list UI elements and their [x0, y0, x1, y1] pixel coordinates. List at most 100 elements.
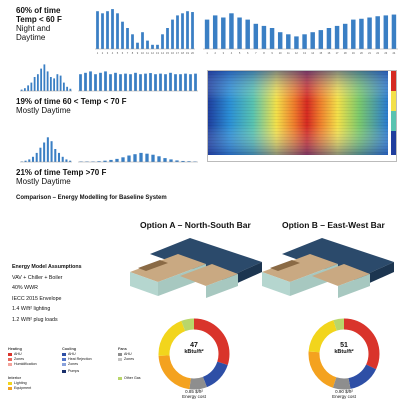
chart-bar — [103, 160, 107, 162]
chart-bar — [139, 152, 143, 162]
assumption-item: 1.4 W/ft² lighting — [12, 306, 51, 312]
option-a-eui-value: 47 — [190, 342, 198, 349]
chart-tick-label: 2 — [214, 51, 216, 55]
chart-bar — [229, 13, 234, 50]
chart-bar — [79, 161, 83, 162]
option-b-cost-label: Energy cost — [332, 394, 356, 399]
mid-note: Mostly Daytime — [16, 106, 71, 115]
chart-bar — [101, 13, 104, 50]
chart-bar — [28, 159, 31, 162]
chart-bar — [133, 154, 137, 162]
chart-tick-label: 18 — [344, 51, 347, 55]
chart-bar — [30, 82, 33, 91]
chart-bar — [53, 78, 56, 91]
chart-bar — [46, 71, 49, 91]
chart-tick-label: 13 — [303, 51, 306, 55]
chart-bar — [145, 153, 149, 162]
chart-bar — [174, 74, 177, 91]
chart-bar — [94, 74, 97, 91]
chart-bar — [193, 161, 197, 162]
chart-bar — [391, 14, 397, 49]
legend-item: Zones — [118, 357, 134, 362]
chart-bar — [359, 18, 364, 49]
chart-bar — [175, 160, 179, 162]
chart-bar — [59, 75, 62, 91]
option-a-eui-unit: kBtu/ft² — [184, 349, 204, 355]
ring-segment — [308, 318, 380, 390]
chart-bar — [54, 149, 57, 162]
option-b-eui: 51 kBtu/ft² — [322, 342, 366, 355]
comparison-title: Comparison – Energy Modelling for Baseli… — [16, 195, 167, 201]
chart-bar — [151, 44, 154, 49]
chart-bar — [189, 74, 192, 91]
chart-bar — [221, 17, 226, 49]
chart-bar — [109, 74, 112, 91]
assumptions-panel: Energy Model Assumptions VAV + Chiller +… — [12, 262, 82, 325]
chart-bar — [114, 72, 117, 91]
chart-bar — [119, 74, 122, 91]
chart-bar — [84, 72, 87, 91]
chart-bar — [79, 74, 82, 91]
chart-bar — [383, 15, 389, 49]
option-a-energy-ring — [158, 318, 230, 390]
chart-bar — [39, 147, 42, 162]
chart-bar — [89, 71, 92, 91]
chart-tick-label: 4 — [231, 51, 233, 55]
chart-bar — [156, 44, 159, 49]
chart-bar — [69, 160, 72, 162]
legend-item: AHU — [62, 352, 92, 357]
chart-tick-label: 6 — [247, 51, 249, 55]
chart-tick-label: 7 — [255, 51, 257, 55]
chart-tick-label: 3 — [107, 51, 109, 55]
chart-bar — [139, 74, 142, 91]
chart-bar — [149, 73, 152, 91]
chart-bar — [318, 30, 324, 49]
option-b-energy-ring — [308, 318, 380, 390]
chart-bar — [204, 19, 210, 49]
chart-bar — [191, 12, 194, 49]
legend-heading: Fans — [118, 347, 127, 351]
chart-tick-label: 10 — [141, 51, 144, 55]
chart-bar — [326, 28, 332, 49]
mid-pct: 19% of time 60 < Temp < 70 F — [16, 97, 127, 106]
chart-bar — [163, 158, 167, 162]
chart-tick-label: 8 — [263, 51, 265, 55]
mid-daily-chart — [78, 71, 198, 92]
hot-pct: 21% of time Temp >70 F — [16, 168, 107, 177]
chart-bar — [126, 28, 129, 49]
chart-bar — [99, 72, 102, 91]
ring-segment — [158, 318, 230, 390]
chart-bar — [50, 141, 53, 162]
chart-bar — [57, 152, 61, 162]
cold-note1: Night and — [16, 24, 51, 33]
chart-bar — [186, 11, 189, 49]
ring-segment — [158, 318, 230, 390]
chart-bar — [36, 74, 39, 91]
chart-bar — [121, 157, 125, 162]
chart-bar — [136, 42, 139, 49]
chart-bar — [56, 74, 59, 91]
legend-interior: Interior Lighting Equipment — [8, 376, 31, 391]
chart-bar — [66, 86, 69, 91]
legend-item: Zones — [8, 357, 37, 362]
chart-bar — [157, 156, 161, 162]
mid-label: 19% of time 60 < Temp < 70 F Mostly Dayt… — [16, 97, 216, 115]
chart-bar — [171, 19, 174, 49]
chart-bar — [129, 74, 132, 91]
assumption-item: VAV + Chiller + Boiler — [12, 274, 63, 281]
chart-bar — [181, 13, 184, 50]
chart-tick-label: 10 — [279, 51, 282, 55]
chart-bar — [146, 40, 149, 49]
legend-fans: Fans AHU Zones — [118, 347, 134, 362]
chart-bar — [261, 25, 267, 49]
chart-bar — [40, 68, 43, 91]
chart-bar — [159, 73, 162, 91]
option-a-title: Option A – North-South Bar — [140, 220, 251, 230]
chart-tick-label: 11 — [287, 51, 290, 55]
legend-heading: Interior — [8, 376, 22, 380]
assumption-item: 40% WWR — [12, 285, 38, 291]
chart-tick-label: 15 — [319, 51, 322, 55]
chart-tick-label: 7 — [127, 51, 129, 55]
chart-bar — [131, 34, 134, 49]
chart-bar — [169, 72, 172, 91]
